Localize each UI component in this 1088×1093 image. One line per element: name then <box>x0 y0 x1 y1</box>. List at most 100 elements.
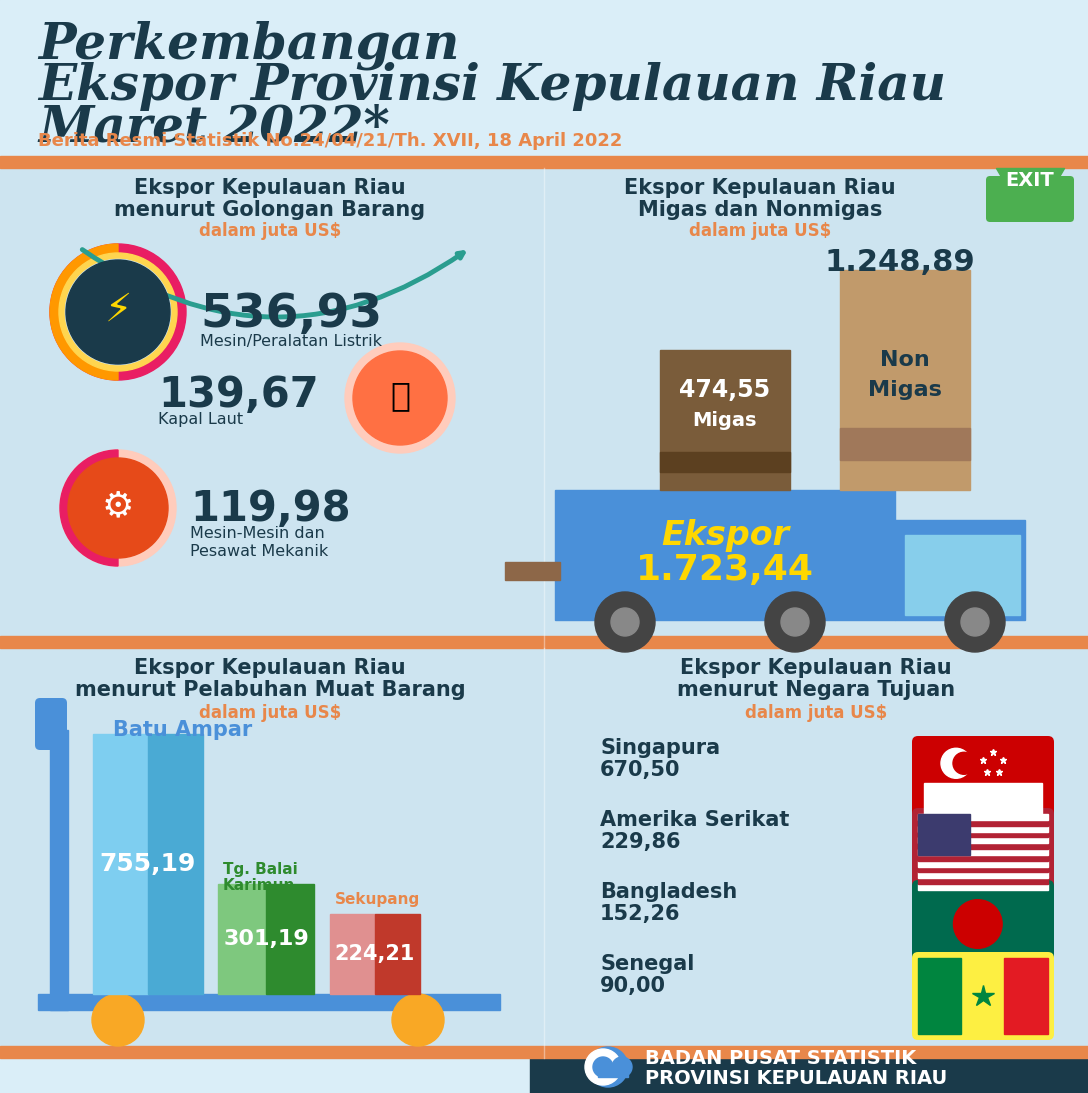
Circle shape <box>961 608 989 636</box>
Text: Migas: Migas <box>693 411 757 430</box>
Bar <box>840 428 970 460</box>
Circle shape <box>941 749 970 778</box>
Circle shape <box>392 994 444 1046</box>
Text: ⚙: ⚙ <box>102 489 134 522</box>
Bar <box>1004 957 1048 1034</box>
Text: Sekupang: Sekupang <box>335 892 420 907</box>
Text: 152,26: 152,26 <box>599 904 680 924</box>
Text: Perkembangan: Perkembangan <box>38 20 459 70</box>
Wedge shape <box>60 450 118 566</box>
Text: EXIT: EXIT <box>1005 171 1054 189</box>
FancyBboxPatch shape <box>912 880 1054 968</box>
Text: Ekspor Provinsi Kepulauan Riau: Ekspor Provinsi Kepulauan Riau <box>38 62 945 111</box>
Text: 139,67: 139,67 <box>158 374 319 416</box>
Text: PROVINSI KEPULAUAN RIAU: PROVINSI KEPULAUAN RIAU <box>645 1069 948 1089</box>
Bar <box>905 534 1021 615</box>
Bar <box>918 832 1048 837</box>
Circle shape <box>353 351 447 445</box>
Circle shape <box>611 608 639 636</box>
Text: Ekspor Kepulauan Riau: Ekspor Kepulauan Riau <box>625 178 895 198</box>
Text: BADAN PUSAT STATISTIK: BADAN PUSAT STATISTIK <box>645 1049 916 1069</box>
Text: Batu Ampar: Batu Ampar <box>113 720 252 740</box>
Text: 755,19: 755,19 <box>100 853 196 875</box>
Bar <box>38 994 500 1010</box>
Text: 1.723,44: 1.723,44 <box>636 553 814 587</box>
Text: Karimun: Karimun <box>223 878 295 893</box>
Text: Kapal Laut: Kapal Laut <box>158 412 243 427</box>
Text: Migas: Migas <box>868 380 942 400</box>
Bar <box>330 914 375 994</box>
Bar <box>505 562 560 580</box>
Circle shape <box>585 1049 621 1085</box>
Wedge shape <box>345 343 455 453</box>
Bar <box>265 884 314 994</box>
Bar <box>918 814 970 855</box>
Text: menurut Pelabuhan Muat Barang: menurut Pelabuhan Muat Barang <box>75 680 466 700</box>
Text: Singapura: Singapura <box>599 738 720 759</box>
Wedge shape <box>50 244 186 380</box>
Wedge shape <box>50 244 118 380</box>
Bar <box>924 783 1042 818</box>
Wedge shape <box>59 252 177 371</box>
Bar <box>375 914 420 994</box>
Circle shape <box>765 592 825 653</box>
Text: dalam juta US$: dalam juta US$ <box>199 704 342 722</box>
Bar <box>918 825 1048 832</box>
Bar <box>0 1046 1088 1058</box>
Text: 🚢: 🚢 <box>390 379 410 412</box>
Bar <box>918 872 1048 879</box>
Bar <box>918 814 1048 820</box>
Text: Tg. Balai: Tg. Balai <box>223 862 298 877</box>
Text: 1.248,89: 1.248,89 <box>825 248 975 277</box>
Text: Senegal: Senegal <box>599 954 694 974</box>
Bar <box>0 1058 1088 1093</box>
Text: 229,86: 229,86 <box>599 832 680 853</box>
FancyBboxPatch shape <box>912 808 1054 896</box>
Text: 90,00: 90,00 <box>599 976 666 996</box>
Text: menurut Negara Tujuan: menurut Negara Tujuan <box>677 680 955 700</box>
Bar <box>918 849 1048 855</box>
Text: Amerika Serikat: Amerika Serikat <box>599 810 790 830</box>
Text: dalam juta US$: dalam juta US$ <box>199 222 342 240</box>
Bar <box>918 884 1048 890</box>
Circle shape <box>945 592 1005 653</box>
Bar <box>0 156 1088 168</box>
Text: 301,19: 301,19 <box>223 929 309 949</box>
Text: Ekspor Kepulauan Riau: Ekspor Kepulauan Riau <box>680 658 952 678</box>
Text: 670,50: 670,50 <box>599 760 680 780</box>
Bar <box>918 820 1048 825</box>
Text: Ekspor Kepulauan Riau: Ekspor Kepulauan Riau <box>134 658 406 678</box>
Polygon shape <box>870 438 940 460</box>
Circle shape <box>67 458 168 559</box>
Circle shape <box>595 592 655 653</box>
Text: dalam juta US$: dalam juta US$ <box>689 222 831 240</box>
Bar <box>918 843 1048 849</box>
Text: Mesin-Mesin dan: Mesin-Mesin dan <box>190 526 324 541</box>
Bar <box>895 520 1025 620</box>
Circle shape <box>781 608 809 636</box>
Text: menurut Golongan Barang: menurut Golongan Barang <box>114 200 425 220</box>
Bar <box>50 730 67 1010</box>
Text: Migas dan Nonmigas: Migas dan Nonmigas <box>638 200 882 220</box>
Bar <box>92 734 148 994</box>
Text: dalam juta US$: dalam juta US$ <box>745 704 887 722</box>
Text: Pesawat Mekanik: Pesawat Mekanik <box>190 544 329 559</box>
Bar <box>660 350 790 490</box>
Text: ⚡: ⚡ <box>104 291 132 329</box>
Bar <box>148 734 203 994</box>
Bar <box>918 957 961 1034</box>
Circle shape <box>953 900 1002 949</box>
Bar <box>0 636 1088 648</box>
Wedge shape <box>60 450 176 566</box>
Circle shape <box>593 1057 613 1077</box>
FancyBboxPatch shape <box>35 698 67 750</box>
FancyBboxPatch shape <box>912 952 1054 1041</box>
Bar <box>0 0 1088 160</box>
Bar <box>918 855 1048 861</box>
Bar <box>918 837 1048 843</box>
Bar <box>218 884 265 994</box>
Text: 119,98: 119,98 <box>190 487 350 530</box>
FancyBboxPatch shape <box>912 736 1054 824</box>
Circle shape <box>611 1057 632 1077</box>
Bar <box>598 1071 628 1077</box>
